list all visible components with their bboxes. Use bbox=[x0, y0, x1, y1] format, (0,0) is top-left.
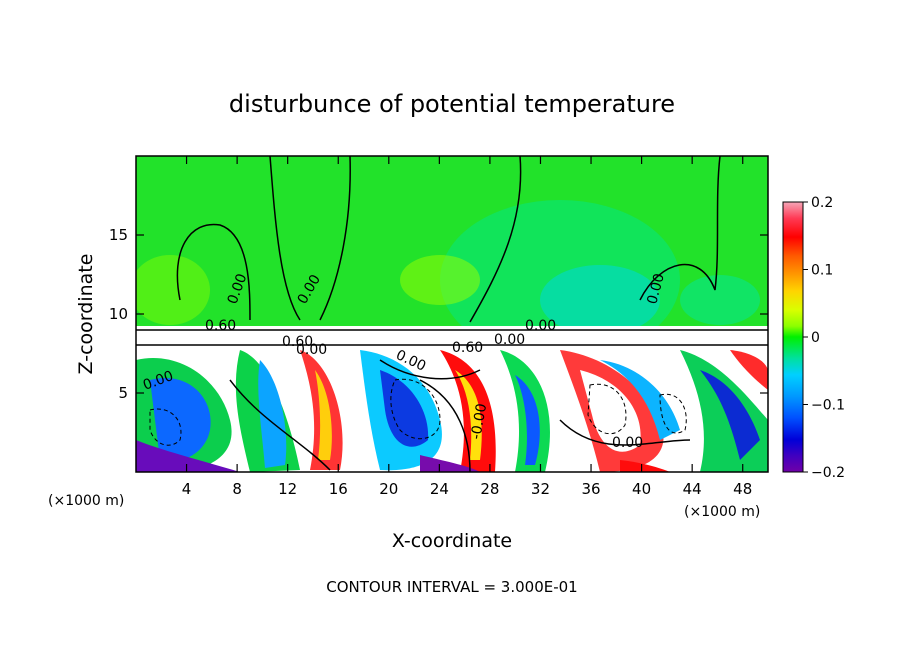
x-unit-label: (×1000 m) bbox=[684, 504, 760, 520]
y-unit-label: (×1000 m) bbox=[48, 493, 124, 509]
x-tick-label: 20 bbox=[379, 480, 398, 498]
contour-label: 0.00 bbox=[612, 435, 643, 451]
x-tick-label: 48 bbox=[733, 480, 752, 498]
y-axis-title: Z-coordinate bbox=[75, 254, 97, 375]
x-tick-label: 28 bbox=[480, 480, 499, 498]
x-tick-label: 12 bbox=[278, 480, 297, 498]
colorbar-tick-label: −0.1 bbox=[811, 398, 845, 414]
contour-label: 0.60 bbox=[205, 318, 236, 334]
contour-label: 0.00 bbox=[494, 332, 525, 348]
boundary-band bbox=[136, 326, 768, 348]
chart-title: disturbunce of potential temperature bbox=[229, 90, 675, 118]
heatmap-field: 0.00 0.00 0.60 0.00 0.00 0.60 0.00 0.00 … bbox=[136, 156, 768, 472]
y-tick-label: 5 bbox=[118, 384, 128, 402]
x-tick-label: 36 bbox=[581, 480, 600, 498]
x-axis: 4 8 12 16 20 24 28 32 36 40 44 48 bbox=[182, 156, 752, 498]
contour-label: 0.00 bbox=[525, 318, 556, 334]
x-tick-label: 44 bbox=[683, 480, 702, 498]
x-tick-label: 8 bbox=[232, 480, 242, 498]
colorbar-tick-label: 0.2 bbox=[811, 195, 833, 211]
contour-label: 0.60 bbox=[282, 334, 313, 350]
y-tick-label: 15 bbox=[109, 226, 128, 244]
contour-interval-note: CONTOUR INTERVAL = 3.000E-01 bbox=[326, 578, 577, 596]
contour-label: 0.00 bbox=[296, 342, 327, 358]
x-tick-label: 40 bbox=[632, 480, 651, 498]
colorbar bbox=[782, 201, 804, 473]
colorbar-tick-label: 0.1 bbox=[811, 263, 833, 279]
x-tick-label: 4 bbox=[182, 480, 192, 498]
contour-label: 0.60 bbox=[452, 340, 483, 356]
x-tick-label: 32 bbox=[531, 480, 550, 498]
colorbar-tick-label: −0.2 bbox=[811, 465, 845, 481]
contour-label: -0.00 bbox=[468, 402, 490, 440]
colorbar-ticks: 0.2 0.1 0 −0.1 −0.2 bbox=[803, 195, 845, 481]
y-axis: 5 10 15 bbox=[109, 226, 768, 402]
colorbar-tick-label: 0 bbox=[811, 330, 820, 346]
y-tick-label: 10 bbox=[109, 305, 128, 323]
contour-label: 0.00 bbox=[644, 272, 668, 306]
x-axis-title: X-coordinate bbox=[392, 530, 512, 552]
x-tick-label: 16 bbox=[329, 480, 348, 498]
x-tick-label: 24 bbox=[430, 480, 449, 498]
